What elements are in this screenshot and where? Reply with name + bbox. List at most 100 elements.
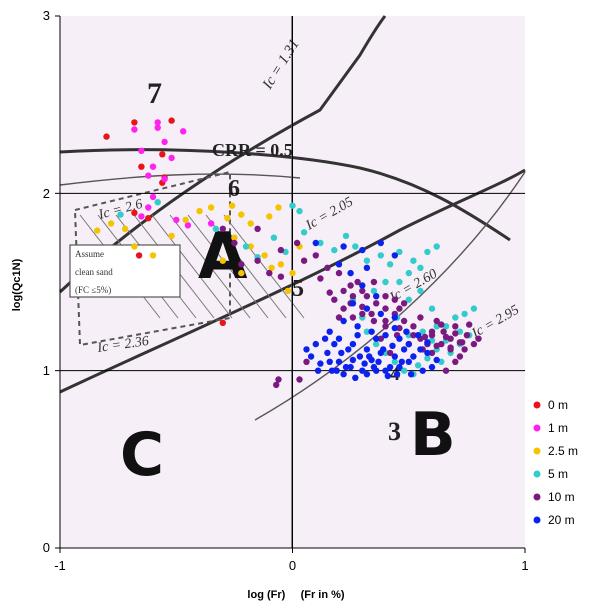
data-point [238,269,245,277]
data-point [168,117,175,124]
data-point [368,328,375,335]
data-point [419,367,426,374]
data-point [368,310,375,318]
y-axis-title: log(Qc1N) [11,258,23,311]
data-point [184,222,192,229]
data-point [398,358,405,365]
data-point [303,358,310,365]
data-point [266,269,273,277]
x-tick-label: 0 [289,558,296,573]
data-point [424,349,431,357]
data-point [475,335,482,342]
data-point [417,314,424,321]
hatch-line [187,214,269,319]
data-point [277,273,285,280]
data-point [145,215,152,222]
data-point [428,328,436,335]
x-axis-title: log (Fr) (Fr in %) [247,589,344,601]
data-point [273,381,280,389]
data-point [321,335,329,342]
data-point [207,220,215,227]
data-point [340,243,347,250]
legend-label: 0 m [548,398,568,412]
data-point [470,340,478,348]
data-point [417,287,424,295]
x-tick-label: -1 [54,558,66,573]
legend-marker [533,401,541,409]
data-point [340,317,347,325]
data-point [324,349,331,357]
data-point [289,269,296,277]
data-point [168,232,175,240]
data-point [228,202,236,209]
data-point [438,321,445,328]
hatch-line [223,214,305,319]
data-point [168,154,175,162]
data-point [384,372,391,380]
data-point [307,353,315,360]
data-point [389,342,396,349]
data-point [363,328,371,335]
data-point [317,275,324,282]
data-point [254,257,261,264]
data-point [238,261,245,268]
data-point [440,328,447,335]
hatch-line [205,214,287,319]
data-point [356,353,364,360]
data-point [149,252,157,259]
data-point [340,305,347,312]
data-point [410,257,417,264]
data-point [345,346,352,353]
data-point [335,269,343,277]
data-point [289,202,296,209]
data-point [373,340,380,348]
data-point [414,362,422,369]
zone-5-label: 5 [292,276,304,302]
data-point [335,358,343,365]
data-point [331,296,338,303]
data-point [231,234,238,241]
data-point [391,314,398,321]
data-point [377,310,384,318]
data-point [347,282,354,289]
data-point [452,330,459,337]
data-point [270,234,278,241]
data-point [428,363,436,371]
data-point [349,356,357,364]
data-point [396,248,403,256]
data-point [377,335,384,342]
data-point [393,371,401,378]
data-point [375,358,382,365]
data-point [382,367,389,374]
data-point [224,215,231,222]
data-point [400,300,408,307]
data-point [219,257,226,264]
crr-label: CRR = 0.5 [212,140,293,160]
data-point [410,332,417,339]
data-point [466,321,473,328]
data-point [212,225,219,232]
data-point [363,371,371,378]
data-point [363,257,371,264]
data-point [340,371,347,378]
data-point [363,264,371,271]
data-point [391,252,398,259]
data-point [182,216,189,224]
ic-260-curve [254,171,526,421]
data-point [419,328,426,335]
data-point [417,346,424,353]
data-point [207,204,215,211]
data-point [349,293,357,300]
data-point [300,229,308,236]
data-point [159,151,166,158]
data-point [117,211,124,218]
data-point [254,225,261,232]
data-point [470,305,478,312]
data-point [219,319,226,326]
data-point [382,305,389,312]
data-point [135,252,143,259]
data-point [370,278,378,286]
data-point [261,252,268,259]
y-tick-label: 2 [43,186,50,201]
data-point [340,287,347,295]
